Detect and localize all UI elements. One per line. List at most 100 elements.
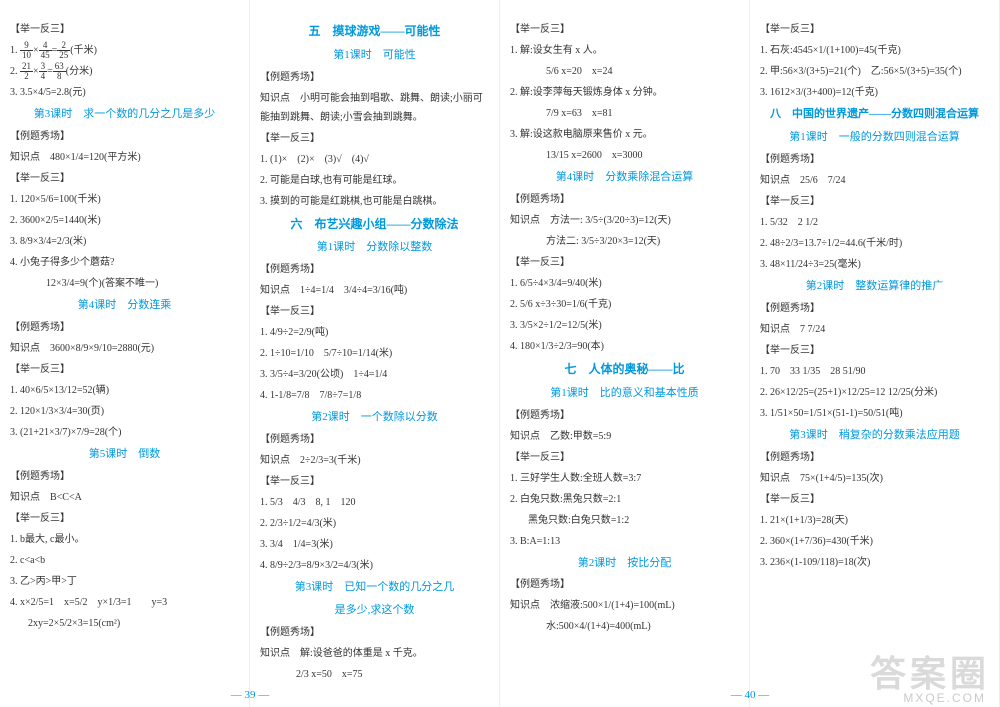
section-label: 【例题秀场】 xyxy=(510,575,739,594)
lesson-heading: 第5课时 倒数 xyxy=(10,444,239,465)
chapter-heading: 五 摸球游戏——可能性 xyxy=(260,20,489,43)
math-line: 4. 小兔子得多少个蘑菇? xyxy=(10,253,239,272)
math-line: 2. 2/3÷1/2=4/3(米) xyxy=(260,514,489,533)
text-line: 1. 解:设女生有 x 人。 xyxy=(510,41,739,60)
math-line: 4. 8/9÷2/3=8/9×3/2=4/3(米) xyxy=(260,556,489,575)
text-line: 3. 摸到的可能是红跳棋,也可能是白跳棋。 xyxy=(260,192,489,211)
math-line: 12×3/4=9(个)(答案不唯一) xyxy=(10,274,239,293)
math-line: 2. 120×1/3×3/4=30(页) xyxy=(10,402,239,421)
math-line: 3. 1/51×50=1/51×(51-1)=50/51(吨) xyxy=(760,404,989,423)
math-line: 1. 70 33 1/35 28 51/90 xyxy=(760,362,989,381)
lesson-heading: 第3课时 稍复杂的分数乘法应用题 xyxy=(760,425,989,446)
lesson-heading: 第3课时 求一个数的几分之几是多少 xyxy=(10,104,239,125)
math-line: 13/15 x=2600 x=3000 xyxy=(510,146,739,165)
lesson-heading: 第4课时 分数连乘 xyxy=(10,295,239,316)
lesson-heading: 第4课时 分数乘除混合运算 xyxy=(510,167,739,188)
math-line: 1. 4/9÷2=2/9(吨) xyxy=(260,323,489,342)
math-line: 知识点 乙数:甲数=5:9 xyxy=(510,427,739,446)
math-line: 1. 120×5/6=100(千米) xyxy=(10,190,239,209)
math-line: 3. 236×(1-109/118)=18(次) xyxy=(760,553,989,572)
column-2: 五 摸球游戏——可能性 第1课时 可能性 【例题秀场】 知识点 小明可能会抽到唱… xyxy=(250,0,500,707)
math-line: 知识点 480×1/4=120(平方米) xyxy=(10,148,239,167)
math-line: 1. 910×445=225(千米) xyxy=(10,41,239,60)
lesson-heading: 第1课时 一般的分数四则混合运算 xyxy=(760,127,989,148)
document-page: 【举一反三】 1. 910×445=225(千米) 2. 212×34=638(… xyxy=(0,0,1000,707)
math-line: 3. 3/4 1/4=3(米) xyxy=(260,535,489,554)
section-label: 【举一反三】 xyxy=(10,169,239,188)
math-line: 3. 3.5×4/5=2.8(元) xyxy=(10,83,239,102)
math-line: 2. 26×12/25=(25+1)×12/25=12 12/25(分米) xyxy=(760,383,989,402)
math-line: 2. 3600×2/5=1440(米) xyxy=(10,211,239,230)
math-line: 知识点 B<C<A xyxy=(10,488,239,507)
math-line: 水:500×4/(1+4)=400(mL) xyxy=(510,617,739,636)
chapter-heading: 七 人体的奥秘——比 xyxy=(510,358,739,381)
section-label: 【举一反三】 xyxy=(760,490,989,509)
text-line: 知识点 小明可能会抽到唱歌、跳舞、朗读;小丽可能抽到跳舞、朗读;小雪会抽到跳舞。 xyxy=(260,89,489,127)
lesson-heading: 第3课时 已知一个数的几分之几 xyxy=(260,577,489,598)
column-3: 【举一反三】 1. 解:设女生有 x 人。 5/6 x=20 x=24 2. 解… xyxy=(500,0,750,707)
math-line: 知识点 浓缩液:500×1/(1+4)=100(mL) xyxy=(510,596,739,615)
text-line: 黑兔只数:白兔只数=1:2 xyxy=(510,511,739,530)
math-line: 2. 5/6 x÷3÷30=1/6(千克) xyxy=(510,295,739,314)
math-line: 1. 5/3 4/3 8, 1 120 xyxy=(260,493,489,512)
section-label: 【举一反三】 xyxy=(510,253,739,272)
text-line: 2. 白兔只数:黑兔只数=2:1 xyxy=(510,490,739,509)
math-line: 3. (21+21×3/7)×7/9=28(个) xyxy=(10,423,239,442)
math-line: 知识点 2÷2/3=3(千米) xyxy=(260,451,489,470)
math-line: 3. 3/5÷4=3/20(公顷) 1÷4=1/4 xyxy=(260,365,489,384)
math-line: 3. 8/9×3/4=2/3(米) xyxy=(10,232,239,251)
section-label: 【例题秀场】 xyxy=(760,299,989,318)
section-label: 【举一反三】 xyxy=(10,20,239,39)
math-line: 2. 甲:56×3/(3+5)=21(个) 乙:56×5/(3+5)=35(个) xyxy=(760,62,989,81)
section-label: 【举一反三】 xyxy=(260,472,489,491)
section-label: 【例题秀场】 xyxy=(260,68,489,87)
math-line: 2. 360×(1+7/36)=430(千米) xyxy=(760,532,989,551)
text-line: 知识点 解:设爸爸的体重是 x 千克。 xyxy=(260,644,489,663)
math-line: 方法二: 3/5÷3/20×3=12(天) xyxy=(510,232,739,251)
page-number-left: — 39 — xyxy=(0,689,500,701)
text-line: 2. 可能是白球,也有可能是红球。 xyxy=(260,171,489,190)
column-1: 【举一反三】 1. 910×445=225(千米) 2. 212×34=638(… xyxy=(0,0,250,707)
math-line: 2/3 x=50 x=75 xyxy=(260,665,489,684)
math-line: 3. 乙>丙>甲>丁 xyxy=(10,572,239,591)
math-line: 1. 21×(1+1/3)=28(天) xyxy=(760,511,989,530)
section-label: 【例题秀场】 xyxy=(260,260,489,279)
section-label: 【举一反三】 xyxy=(260,129,489,148)
column-4: 【举一反三】 1. 石灰:4545×1/(1+100)=45(千克) 2. 甲:… xyxy=(750,0,1000,707)
section-label: 【举一反三】 xyxy=(760,192,989,211)
math-line: 1. 6/5÷4×3/4=9/40(米) xyxy=(510,274,739,293)
math-line: 知识点 75×(1+4/5)=135(次) xyxy=(760,469,989,488)
text-line: 2. 解:设李萍每天锻炼身体 x 分钟。 xyxy=(510,83,739,102)
math-line: 4. 180×1/3÷2/3=90(本) xyxy=(510,337,739,356)
math-line: 知识点 25/6 7/24 xyxy=(760,171,989,190)
math-line: 3. 3/5×2÷1/2=12/5(米) xyxy=(510,316,739,335)
math-line: 2. 48÷2/3=13.7÷1/2=44.6(千米/时) xyxy=(760,234,989,253)
math-line: 2. 212×34=638(分米) xyxy=(10,62,239,81)
section-label: 【举一反三】 xyxy=(510,448,739,467)
watermark-url: MXQE.COM xyxy=(903,691,986,705)
section-label: 【例题秀场】 xyxy=(10,467,239,486)
text-line: 1. 三好学生人数:全班人数=3:7 xyxy=(510,469,739,488)
section-label: 【举一反三】 xyxy=(260,302,489,321)
section-label: 【例题秀场】 xyxy=(760,150,989,169)
section-label: 【例题秀场】 xyxy=(760,448,989,467)
math-line: 2xy=2×5/2×3=15(cm²) xyxy=(10,614,239,633)
lesson-heading: 第1课时 分数除以整数 xyxy=(260,237,489,258)
lesson-heading: 第2课时 一个数除以分数 xyxy=(260,407,489,428)
math-line: 知识点 方法一: 3/5÷(3/20÷3)=12(天) xyxy=(510,211,739,230)
math-line: 1. b最大, c最小。 xyxy=(10,530,239,549)
math-line: 知识点 7 7/24 xyxy=(760,320,989,339)
math-line: 2. c<a<b xyxy=(10,551,239,570)
section-label: 【例题秀场】 xyxy=(510,190,739,209)
math-line: 3. B:A=1:13 xyxy=(510,532,739,551)
math-line: 知识点 1÷4=1/4 3/4÷4=3/16(吨) xyxy=(260,281,489,300)
section-label: 【例题秀场】 xyxy=(10,318,239,337)
section-label: 【举一反三】 xyxy=(760,20,989,39)
math-line: 1. 5/32 2 1/2 xyxy=(760,213,989,232)
chapter-heading: 八 中国的世界遗产——分数四则混合运算 xyxy=(760,104,989,125)
math-line: 4. x×2/5=1 x=5/2 y×1/3=1 y=3 xyxy=(10,593,239,612)
section-label: 【例题秀场】 xyxy=(510,406,739,425)
lesson-heading: 第1课时 比的意义和基本性质 xyxy=(510,383,739,404)
section-label: 【举一反三】 xyxy=(10,509,239,528)
section-label: 【例题秀场】 xyxy=(10,127,239,146)
